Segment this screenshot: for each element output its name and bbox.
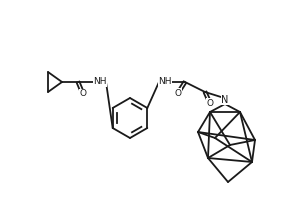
Text: O: O [175,88,182,98]
Text: NH: NH [158,77,172,86]
Text: NH: NH [93,77,107,86]
Text: O: O [80,90,86,98]
Text: O: O [206,98,214,108]
Text: N: N [221,95,229,105]
